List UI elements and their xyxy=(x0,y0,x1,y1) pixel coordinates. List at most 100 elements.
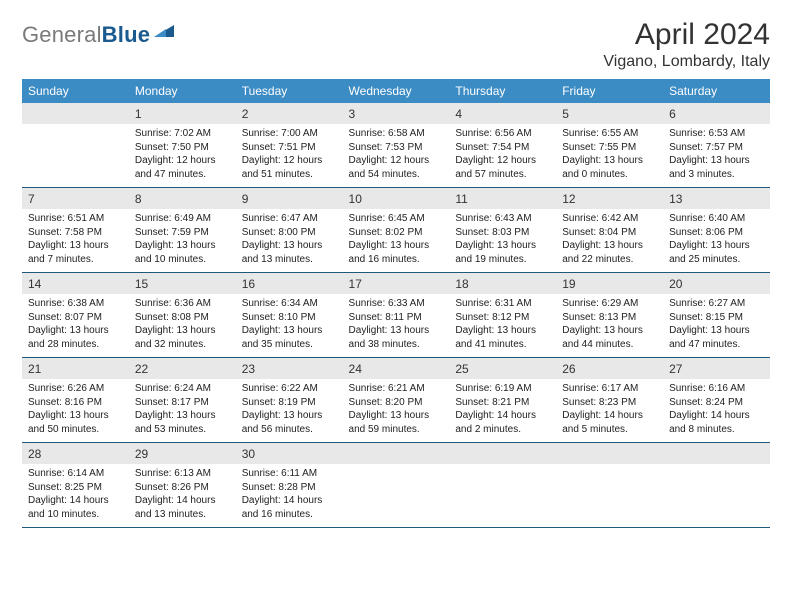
date-number: 11 xyxy=(449,188,556,210)
detail-line: Sunset: 8:19 PM xyxy=(242,396,337,410)
detail-line: Sunset: 8:04 PM xyxy=(562,226,657,240)
detail-line: Sunset: 7:57 PM xyxy=(669,141,764,155)
detail-line: Daylight: 13 hours xyxy=(242,239,337,253)
detail-line: Daylight: 14 hours xyxy=(669,409,764,423)
date-detail-cell: Sunrise: 6:24 AMSunset: 8:17 PMDaylight:… xyxy=(129,379,236,443)
detail-line: Sunset: 8:07 PM xyxy=(28,311,123,325)
detail-line: Sunrise: 6:36 AM xyxy=(135,297,230,311)
date-detail-cell: Sunrise: 6:22 AMSunset: 8:19 PMDaylight:… xyxy=(236,379,343,443)
detail-line: Sunset: 8:16 PM xyxy=(28,396,123,410)
detail-line: Sunrise: 6:49 AM xyxy=(135,212,230,226)
detail-line: Daylight: 13 hours xyxy=(349,324,444,338)
detail-line: Daylight: 13 hours xyxy=(242,324,337,338)
detail-line: and 0 minutes. xyxy=(562,168,657,182)
detail-line: Sunset: 8:03 PM xyxy=(455,226,550,240)
detail-line: and 35 minutes. xyxy=(242,338,337,352)
detail-line: Daylight: 13 hours xyxy=(669,239,764,253)
date-number: 5 xyxy=(556,103,663,124)
detail-line: Sunrise: 6:40 AM xyxy=(669,212,764,226)
detail-line: Sunrise: 6:58 AM xyxy=(349,127,444,141)
day-header: Saturday xyxy=(663,79,770,103)
date-number: 19 xyxy=(556,273,663,295)
detail-line: Sunset: 8:17 PM xyxy=(135,396,230,410)
page-subtitle: Vigano, Lombardy, Italy xyxy=(603,53,770,71)
detail-line: and 13 minutes. xyxy=(135,508,230,522)
date-number: 23 xyxy=(236,358,343,380)
date-number-row: 282930 xyxy=(22,443,770,465)
page-title: April 2024 xyxy=(603,18,770,51)
date-number-row: 21222324252627 xyxy=(22,358,770,380)
day-header: Friday xyxy=(556,79,663,103)
detail-line: Sunrise: 6:33 AM xyxy=(349,297,444,311)
date-number: 27 xyxy=(663,358,770,380)
detail-line: Sunset: 7:55 PM xyxy=(562,141,657,155)
logo: GeneralBlue xyxy=(22,18,174,48)
detail-line: Daylight: 13 hours xyxy=(562,239,657,253)
date-number: 18 xyxy=(449,273,556,295)
date-detail-cell: Sunrise: 6:42 AMSunset: 8:04 PMDaylight:… xyxy=(556,209,663,273)
detail-line: and 54 minutes. xyxy=(349,168,444,182)
date-detail-cell: Sunrise: 6:17 AMSunset: 8:23 PMDaylight:… xyxy=(556,379,663,443)
date-number: 6 xyxy=(663,103,770,124)
detail-line: Sunset: 7:53 PM xyxy=(349,141,444,155)
detail-line: and 7 minutes. xyxy=(28,253,123,267)
detail-line: Sunset: 8:25 PM xyxy=(28,481,123,495)
date-number: 13 xyxy=(663,188,770,210)
date-number xyxy=(449,443,556,465)
detail-line: Daylight: 12 hours xyxy=(135,154,230,168)
logo-text-blue: Blue xyxy=(102,22,150,47)
detail-line: Sunrise: 6:11 AM xyxy=(242,467,337,481)
detail-line: Sunset: 8:24 PM xyxy=(669,396,764,410)
detail-line: Sunrise: 6:27 AM xyxy=(669,297,764,311)
date-number: 4 xyxy=(449,103,556,124)
detail-line: Daylight: 13 hours xyxy=(28,409,123,423)
detail-line: and 59 minutes. xyxy=(349,423,444,437)
detail-line: and 13 minutes. xyxy=(242,253,337,267)
date-detail-cell: Sunrise: 6:38 AMSunset: 8:07 PMDaylight:… xyxy=(22,294,129,358)
date-detail-cell: Sunrise: 6:36 AMSunset: 8:08 PMDaylight:… xyxy=(129,294,236,358)
day-header: Wednesday xyxy=(343,79,450,103)
detail-line: and 25 minutes. xyxy=(669,253,764,267)
detail-line: and 8 minutes. xyxy=(669,423,764,437)
detail-line: Sunset: 8:10 PM xyxy=(242,311,337,325)
detail-line: Daylight: 13 hours xyxy=(135,239,230,253)
detail-line: Sunrise: 6:16 AM xyxy=(669,382,764,396)
detail-line: and 22 minutes. xyxy=(562,253,657,267)
detail-line: and 50 minutes. xyxy=(28,423,123,437)
date-number xyxy=(22,103,129,124)
date-detail-cell xyxy=(22,124,129,188)
detail-line: Sunset: 7:58 PM xyxy=(28,226,123,240)
date-detail-cell: Sunrise: 6:55 AMSunset: 7:55 PMDaylight:… xyxy=(556,124,663,188)
date-number: 22 xyxy=(129,358,236,380)
detail-line: Sunset: 8:20 PM xyxy=(349,396,444,410)
detail-line: Daylight: 14 hours xyxy=(562,409,657,423)
detail-line: Daylight: 13 hours xyxy=(28,324,123,338)
detail-line: Daylight: 13 hours xyxy=(135,324,230,338)
detail-line: Sunrise: 6:21 AM xyxy=(349,382,444,396)
detail-line: Sunrise: 6:42 AM xyxy=(562,212,657,226)
date-number: 14 xyxy=(22,273,129,295)
date-detail-row: Sunrise: 6:51 AMSunset: 7:58 PMDaylight:… xyxy=(22,209,770,273)
detail-line: Daylight: 14 hours xyxy=(242,494,337,508)
bottom-rule xyxy=(22,527,770,528)
detail-line: Daylight: 12 hours xyxy=(242,154,337,168)
detail-line: Sunset: 8:08 PM xyxy=(135,311,230,325)
detail-line: Sunrise: 6:45 AM xyxy=(349,212,444,226)
date-detail-cell: Sunrise: 6:51 AMSunset: 7:58 PMDaylight:… xyxy=(22,209,129,273)
date-detail-cell: Sunrise: 6:58 AMSunset: 7:53 PMDaylight:… xyxy=(343,124,450,188)
detail-line: Daylight: 12 hours xyxy=(349,154,444,168)
detail-line: and 3 minutes. xyxy=(669,168,764,182)
date-number-row: 123456 xyxy=(22,103,770,124)
detail-line: and 16 minutes. xyxy=(349,253,444,267)
detail-line: and 56 minutes. xyxy=(242,423,337,437)
detail-line: and 51 minutes. xyxy=(242,168,337,182)
date-detail-cell: Sunrise: 6:34 AMSunset: 8:10 PMDaylight:… xyxy=(236,294,343,358)
detail-line: Sunrise: 7:02 AM xyxy=(135,127,230,141)
date-number: 15 xyxy=(129,273,236,295)
day-header-row: Sunday Monday Tuesday Wednesday Thursday… xyxy=(22,79,770,103)
detail-line: Daylight: 12 hours xyxy=(455,154,550,168)
date-number: 25 xyxy=(449,358,556,380)
detail-line: Sunset: 7:54 PM xyxy=(455,141,550,155)
detail-line: Sunset: 8:11 PM xyxy=(349,311,444,325)
date-detail-cell: Sunrise: 6:26 AMSunset: 8:16 PMDaylight:… xyxy=(22,379,129,443)
